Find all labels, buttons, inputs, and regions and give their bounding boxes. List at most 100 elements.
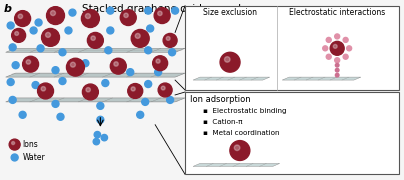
Circle shape [18,14,23,19]
Text: Electrostatic interactions: Electrostatic interactions [289,8,385,17]
Circle shape [12,141,15,145]
Polygon shape [282,77,361,80]
Circle shape [225,57,230,62]
Circle shape [128,84,143,98]
Text: Ions: Ions [23,140,38,149]
Circle shape [127,69,134,76]
Circle shape [19,111,26,118]
Circle shape [166,96,174,103]
Circle shape [145,81,152,87]
Circle shape [32,82,39,89]
Circle shape [59,49,66,56]
Circle shape [87,32,103,48]
Circle shape [107,7,114,14]
Bar [185,6,399,90]
Circle shape [154,8,170,24]
Circle shape [82,10,99,28]
Circle shape [161,86,165,90]
Circle shape [38,83,53,99]
Text: Water: Water [23,153,45,162]
Circle shape [135,33,140,38]
Circle shape [97,116,104,123]
Circle shape [114,62,118,66]
Circle shape [335,58,340,63]
Circle shape [110,58,126,74]
Circle shape [124,13,128,18]
Circle shape [326,37,331,42]
Circle shape [105,47,112,54]
Circle shape [137,111,144,118]
Circle shape [155,69,162,76]
Circle shape [9,96,16,103]
Circle shape [153,56,168,71]
Circle shape [94,131,101,138]
Circle shape [142,98,149,105]
Circle shape [52,67,59,74]
Circle shape [57,113,64,120]
Text: Ion adsorption: Ion adsorption [190,95,250,104]
Circle shape [9,44,16,51]
Circle shape [131,87,135,91]
Circle shape [158,83,172,97]
Circle shape [37,45,44,52]
Circle shape [70,62,76,67]
Polygon shape [6,98,185,102]
Circle shape [46,7,65,24]
Circle shape [23,56,38,72]
Circle shape [326,54,331,59]
Circle shape [91,36,95,40]
Circle shape [50,11,55,16]
Circle shape [107,27,114,34]
Circle shape [220,52,240,72]
Circle shape [15,31,19,35]
Circle shape [343,37,348,42]
Circle shape [46,32,50,37]
Circle shape [323,46,328,51]
Circle shape [166,37,170,40]
Circle shape [97,102,104,109]
Circle shape [41,87,46,91]
Circle shape [12,28,25,42]
Circle shape [93,138,99,145]
Text: ▪  Electrostatic binding: ▪ Electrostatic binding [203,108,286,114]
Polygon shape [193,77,270,80]
Circle shape [69,9,76,16]
Circle shape [333,44,337,48]
Circle shape [156,59,160,63]
Circle shape [15,11,31,26]
Text: ▪  Metal coordination: ▪ Metal coordination [203,130,280,136]
Circle shape [101,134,107,141]
Circle shape [102,80,109,87]
Circle shape [335,68,339,72]
Circle shape [7,79,14,86]
Circle shape [330,41,344,55]
Polygon shape [193,163,280,166]
Circle shape [12,62,19,69]
Circle shape [335,63,339,67]
Polygon shape [6,73,185,77]
Circle shape [42,28,59,46]
Circle shape [343,54,348,59]
Circle shape [59,78,66,85]
Circle shape [85,14,90,19]
Circle shape [120,10,136,26]
Text: ▪  Cation-π: ▪ Cation-π [203,119,242,125]
Circle shape [35,19,42,26]
Circle shape [82,60,89,67]
Circle shape [86,87,90,92]
Circle shape [67,58,84,76]
Circle shape [230,141,250,160]
Circle shape [168,49,176,56]
Circle shape [7,22,14,29]
Circle shape [82,84,98,100]
Circle shape [145,47,152,54]
Circle shape [11,154,18,161]
Circle shape [234,145,240,150]
Circle shape [52,100,59,107]
Circle shape [147,25,154,32]
Circle shape [172,7,179,14]
Circle shape [335,73,339,77]
Polygon shape [6,48,185,52]
Text: Stacked graphene oxide membrane: Stacked graphene oxide membrane [82,4,268,14]
Circle shape [158,11,162,16]
